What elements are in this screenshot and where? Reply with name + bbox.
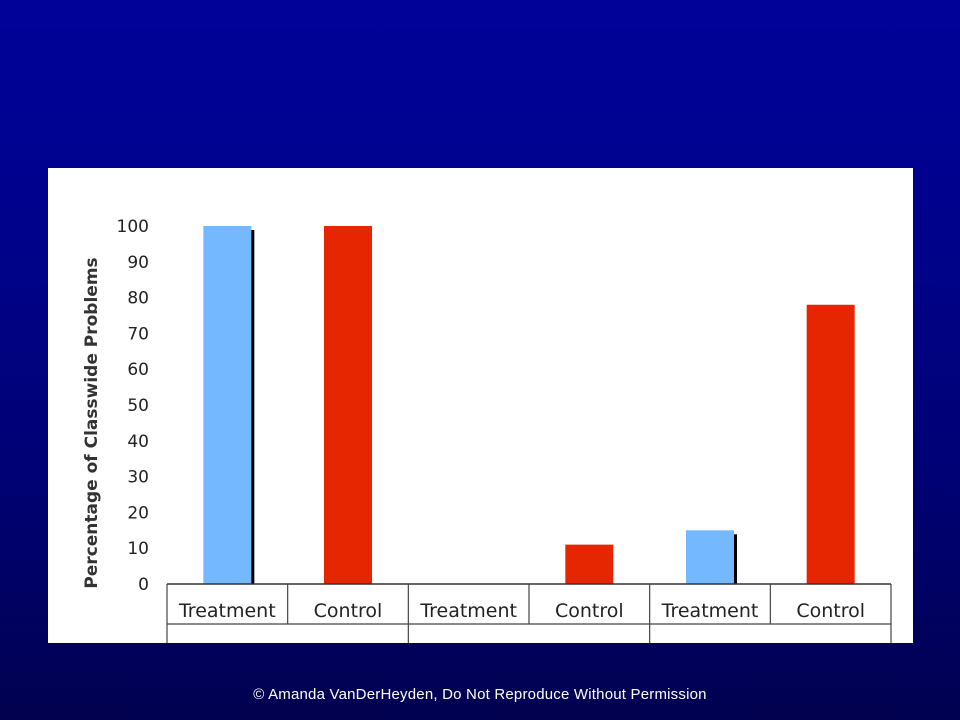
y-axis-title: Percentage of Classwide Problems: [82, 257, 102, 588]
y-tick-label: 40: [127, 432, 149, 452]
y-tick-label: 70: [127, 324, 149, 344]
y-tick-label: 90: [127, 253, 149, 273]
x-tick-label: Treatment: [419, 600, 517, 622]
bar-treatment-4: [686, 530, 734, 584]
x-tick-label: Treatment: [178, 600, 276, 622]
x-tick-label: Control: [314, 600, 383, 622]
y-tick-label: 10: [127, 539, 149, 559]
copyright-notice: © Amanda VanDerHeyden, Do Not Reproduce …: [253, 686, 707, 703]
y-tick-label: 0: [138, 575, 149, 595]
y-tick-label: 20: [127, 503, 149, 523]
bar-control-5: [806, 304, 855, 584]
bar-chart: Percentage of Classwide Problems 0 10 20 30…: [82, 217, 892, 643]
y-tick-label: 100: [117, 217, 149, 237]
x-tick-label: Control: [796, 600, 865, 622]
y-tick-label: 60: [127, 360, 149, 380]
x-tick-label: Treatment: [661, 600, 759, 622]
bar-control-3: [565, 544, 614, 584]
bar-control-1: [324, 226, 372, 584]
x-tick-label: Control: [555, 600, 624, 622]
chart-panel: Percentage of Classwide Problems 0 10 20 30…: [48, 168, 913, 643]
y-tick-label: 80: [127, 289, 149, 309]
bar-treatment-0: [203, 226, 252, 584]
y-tick-label: 50: [127, 396, 149, 416]
y-tick-label: 30: [127, 468, 149, 488]
